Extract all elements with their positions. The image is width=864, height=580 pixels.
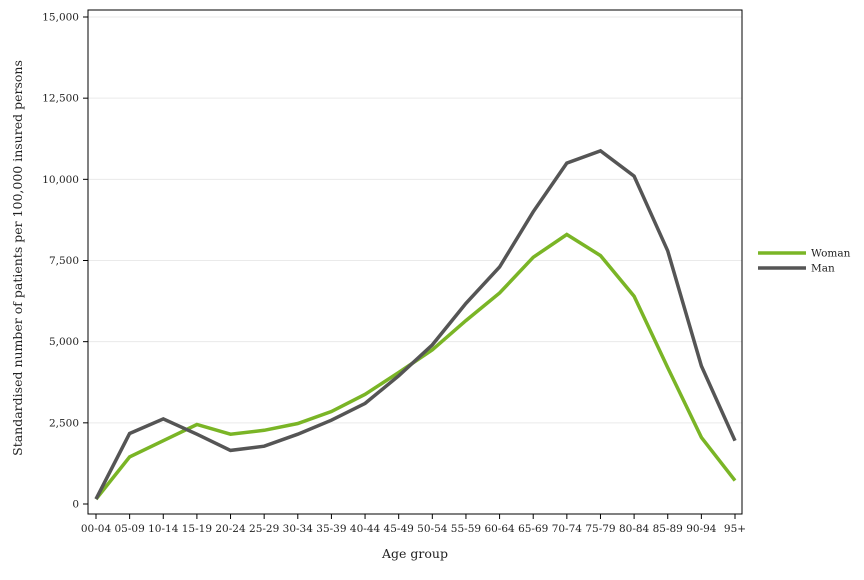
x-tick-label: 80-84 [619, 523, 650, 535]
x-tick-label: 55-59 [451, 523, 481, 535]
y-tick-label: 0 [72, 499, 79, 511]
y-tick-label: 7,500 [49, 255, 79, 267]
series-line-woman [94, 232, 737, 501]
x-tick-label: 50-54 [417, 523, 448, 535]
x-tick-label: 05-09 [114, 523, 144, 535]
x-tick-label: 40-44 [350, 523, 381, 535]
x-tick-label: 20-24 [215, 523, 246, 535]
x-tick-label: 30-34 [283, 523, 314, 535]
gridlines [88, 16, 742, 424]
y-axis-ticks: 0 2,500 5,000 7,500 10,000 12,500 15,000 [42, 12, 88, 511]
plot-area-frame [87, 9, 743, 515]
x-axis-ticks: 00-04 05-09 10-14 15-19 20-24 25-29 30-34 35-39… [81, 514, 746, 535]
x-tick-label: 70-74 [552, 523, 583, 535]
x-tick-label: 75-79 [585, 523, 615, 535]
x-tick-label: 25-29 [249, 523, 279, 535]
legend-label-woman: Woman [811, 248, 851, 260]
y-axis-title: Standardised number of patients per 100,… [10, 60, 25, 456]
series-lines [94, 148, 737, 501]
series-line-man [94, 148, 737, 500]
x-tick-label: 85-89 [653, 523, 683, 535]
x-tick-label: 95+ [724, 523, 746, 535]
x-tick-label: 10-14 [148, 523, 179, 535]
x-tick-label: 00-04 [81, 523, 112, 535]
x-tick-label: 35-39 [316, 523, 346, 535]
y-tick-label: 5,000 [49, 336, 79, 348]
legend: Woman Man [758, 248, 851, 275]
x-tick-label: 65-69 [518, 523, 548, 535]
legend-label-man: Man [811, 263, 835, 275]
y-tick-label: 15,000 [42, 12, 79, 24]
y-tick-label: 2,500 [49, 417, 79, 429]
y-tick-label: 12,500 [42, 93, 79, 105]
x-tick-label: 15-19 [182, 523, 212, 535]
y-tick-label: 10,000 [42, 174, 79, 186]
x-tick-label: 45-49 [384, 523, 414, 535]
x-tick-label: 60-64 [484, 523, 515, 535]
x-tick-label: 90-94 [686, 523, 717, 535]
x-axis-title: Age group [381, 546, 448, 561]
